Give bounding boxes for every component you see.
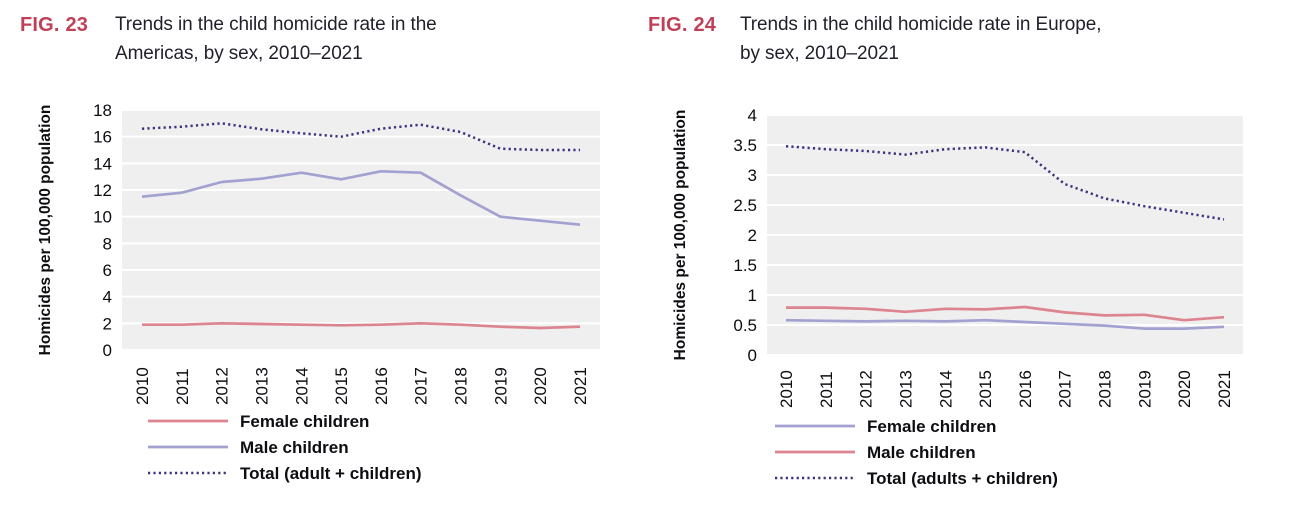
x-tick-label: 2012 [213, 367, 232, 405]
y-tick-label: 2.5 [733, 196, 757, 215]
series-line-female-children [785, 318, 1225, 330]
y-tick-label: 4 [748, 106, 757, 125]
x-tick-label: 2012 [857, 370, 876, 408]
x-tick-label: 2013 [896, 370, 915, 408]
x-tick-label: 2015 [976, 370, 995, 408]
y-tick-label: 0 [103, 341, 112, 360]
y-tick-label: 12 [93, 181, 112, 200]
europe-line-chart: 0 0.5 1 1.5 2 2.5 3 3.5 4 2010 2011 2012 2013 2014 201… [672, 106, 1243, 488]
x-tick-label: 2019 [491, 367, 510, 405]
x-tick-label: 2021 [1215, 370, 1234, 408]
series-line-female-children [142, 321, 581, 330]
x-tick-label: 2014 [292, 367, 311, 405]
chart-1-title-line2: Americas, by sex, 2010–2021 [115, 43, 363, 64]
x-tick-label: 2018 [452, 367, 471, 405]
x-tick-label: 2010 [777, 370, 796, 408]
x-tick-label: 2010 [133, 367, 152, 405]
y-tick-label: 16 [93, 128, 112, 147]
legend-label: Total (adult + children) [240, 464, 422, 483]
x-tick-label: 2016 [372, 367, 391, 405]
x-tick-label: 2013 [252, 367, 271, 405]
y-tick-label: 4 [103, 288, 112, 307]
legend-label: Male children [867, 443, 976, 462]
x-tick-label: 2020 [1175, 370, 1194, 408]
chart-2-title-line1: Trends in the child homicide rate in Eur… [740, 14, 1102, 35]
x-tick-label: 2017 [1056, 370, 1075, 408]
plot-area [122, 110, 600, 350]
y-tick-label: 2 [748, 226, 757, 245]
x-tick-label: 2015 [332, 367, 351, 405]
y-tick-label: 0.5 [733, 316, 757, 335]
y-tick-label: 8 [103, 234, 112, 253]
legend-label: Male children [240, 438, 349, 457]
legend-label: Female children [240, 412, 369, 431]
x-tick-label: 2018 [1096, 370, 1115, 408]
y-tick-label: 10 [93, 208, 112, 227]
y-tick-label: 3 [748, 166, 757, 185]
x-tick-label: 2011 [173, 368, 192, 405]
y-tick-label: 18 [93, 101, 112, 120]
y-axis-title: Homicides per 100,000 population [37, 105, 54, 356]
americas-line-chart: 0 2 4 6 8 10 12 14 16 18 2010 2011 2012 2013 2014 2015 2… [37, 101, 600, 483]
x-tick-label: 2014 [936, 370, 955, 408]
y-tick-label: 14 [93, 154, 112, 173]
chart-1-title: Trends in the child homicide rate in the… [115, 10, 437, 68]
x-tick-label: 2017 [412, 367, 431, 405]
x-tick-label: 2019 [1135, 370, 1154, 408]
y-tick-label: 1.5 [733, 256, 757, 275]
series-line-male-children [141, 169, 581, 227]
fig-23-label: FIG. 23 [20, 14, 89, 36]
y-tick-label: 3.5 [733, 136, 757, 155]
y-tick-label: 6 [103, 261, 112, 280]
x-tick-label: 2016 [1016, 370, 1035, 408]
y-tick-label: 0 [748, 346, 757, 365]
x-tick-label: 2020 [531, 367, 550, 405]
x-tick-label: 2011 [817, 371, 836, 408]
x-tick-label: 2021 [571, 367, 590, 405]
legend-label: Female children [867, 417, 996, 436]
fig-24-label: FIG. 24 [648, 14, 717, 36]
y-tick-label: 1 [748, 286, 757, 305]
y-tick-label: 2 [103, 314, 112, 333]
chart-2-title: Trends in the child homicide rate in Eur… [740, 10, 1101, 68]
y-axis-title: Homicides per 100,000 population [672, 110, 689, 361]
chart-2-title-line2: by sex, 2010–2021 [740, 43, 899, 64]
chart-1-title-line1: Trends in the child homicide rate in the [115, 14, 437, 35]
series-line-male-children [786, 305, 1225, 322]
legend-label: Total (adults + children) [867, 469, 1058, 488]
